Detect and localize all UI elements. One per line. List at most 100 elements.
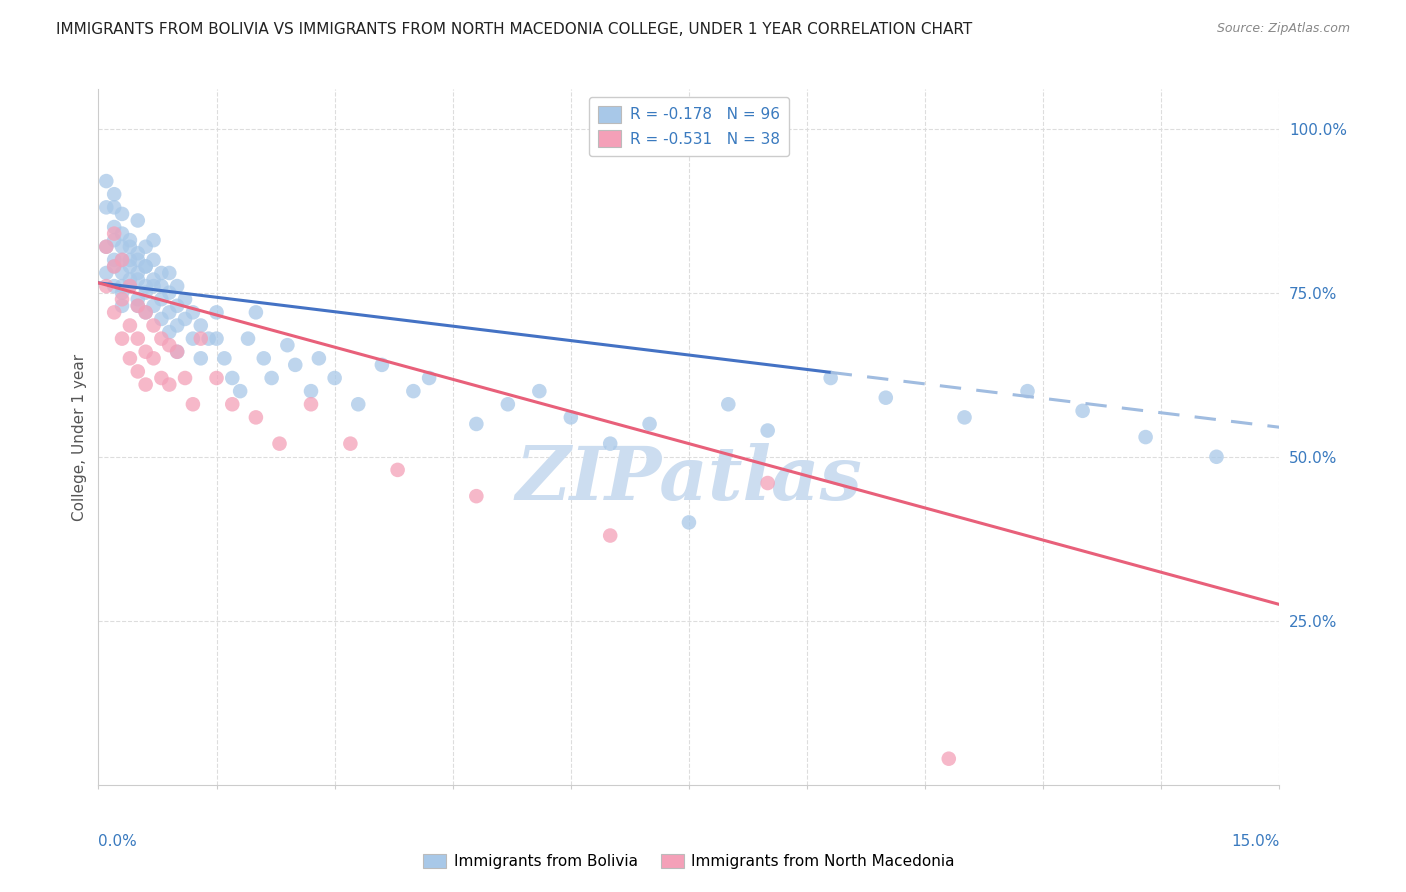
Point: [142, 351, 165, 366]
Point: [118, 272, 141, 286]
Point: [118, 351, 141, 366]
Point: [496, 397, 519, 411]
Point: [127, 246, 149, 260]
Point: [214, 351, 236, 366]
Point: [103, 227, 125, 241]
Point: [166, 318, 188, 333]
Point: [465, 489, 488, 503]
Point: [142, 233, 165, 247]
Point: [529, 384, 551, 398]
Point: [166, 344, 188, 359]
Point: [157, 377, 180, 392]
Point: [245, 410, 267, 425]
Point: [465, 417, 488, 431]
Point: [127, 299, 149, 313]
Point: [111, 266, 134, 280]
Point: [103, 260, 125, 274]
Point: [197, 332, 219, 346]
Point: [111, 252, 134, 267]
Point: [418, 371, 440, 385]
Point: [127, 292, 149, 306]
Text: 15.0%: 15.0%: [1232, 834, 1279, 848]
Point: [166, 344, 188, 359]
Point: [150, 266, 173, 280]
Point: [111, 299, 134, 313]
Point: [127, 299, 149, 313]
Point: [103, 252, 125, 267]
Point: [111, 285, 134, 300]
Point: [157, 285, 180, 300]
Point: [181, 332, 204, 346]
Point: [260, 371, 283, 385]
Point: [111, 252, 134, 267]
Point: [96, 174, 118, 188]
Point: [142, 272, 165, 286]
Point: [135, 285, 157, 300]
Point: [253, 351, 276, 366]
Point: [756, 424, 779, 438]
Point: [103, 233, 125, 247]
Point: [127, 252, 149, 267]
Point: [371, 358, 394, 372]
Point: [96, 240, 118, 254]
Point: [135, 260, 157, 274]
Point: [756, 476, 779, 491]
Point: [166, 299, 188, 313]
Y-axis label: College, Under 1 year: College, Under 1 year: [72, 353, 87, 521]
Point: [229, 384, 252, 398]
Point: [308, 351, 330, 366]
Point: [111, 240, 134, 254]
Point: [135, 377, 157, 392]
Point: [111, 207, 134, 221]
Point: [402, 384, 425, 398]
Point: [111, 227, 134, 241]
Point: [127, 213, 149, 227]
Point: [221, 397, 243, 411]
Point: [245, 305, 267, 319]
Point: [717, 397, 740, 411]
Point: [181, 397, 204, 411]
Point: [323, 371, 346, 385]
Point: [103, 260, 125, 274]
Point: [190, 332, 212, 346]
Point: [166, 279, 188, 293]
Point: [96, 279, 118, 293]
Legend: R = -0.178   N = 96, R = -0.531   N = 38: R = -0.178 N = 96, R = -0.531 N = 38: [589, 97, 789, 156]
Point: [142, 299, 165, 313]
Point: [299, 397, 322, 411]
Point: [96, 240, 118, 254]
Point: [150, 292, 173, 306]
Point: [118, 279, 141, 293]
Point: [118, 240, 141, 254]
Point: [135, 260, 157, 274]
Point: [269, 436, 291, 450]
Point: [118, 252, 141, 267]
Point: [142, 252, 165, 267]
Point: [127, 266, 149, 280]
Point: [678, 516, 700, 530]
Point: [347, 397, 370, 411]
Point: [150, 279, 173, 293]
Point: [118, 233, 141, 247]
Point: [205, 332, 228, 346]
Point: [599, 436, 621, 450]
Point: [276, 338, 298, 352]
Text: 0.0%: 0.0%: [98, 834, 138, 848]
Point: [150, 371, 173, 385]
Point: [103, 220, 125, 235]
Point: [174, 292, 197, 306]
Point: [135, 279, 157, 293]
Point: [135, 344, 157, 359]
Point: [174, 312, 197, 326]
Text: ZIPatlas: ZIPatlas: [516, 442, 862, 515]
Legend: Immigrants from Bolivia, Immigrants from North Macedonia: Immigrants from Bolivia, Immigrants from…: [418, 848, 960, 875]
Point: [135, 305, 157, 319]
Point: [181, 305, 204, 319]
Point: [205, 371, 228, 385]
Point: [299, 384, 322, 398]
Point: [103, 305, 125, 319]
Point: [1071, 404, 1094, 418]
Point: [111, 279, 134, 293]
Point: [820, 371, 842, 385]
Point: [221, 371, 243, 385]
